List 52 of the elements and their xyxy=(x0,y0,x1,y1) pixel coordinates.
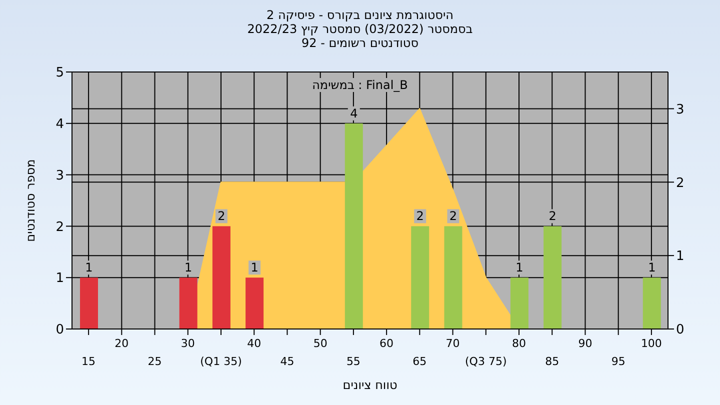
x-tick-label: 90 xyxy=(578,337,592,350)
data-label: 1 xyxy=(516,260,524,275)
data-label: 2 xyxy=(548,209,556,224)
x-tick-label: 65 xyxy=(412,355,427,368)
y-tick-label: 0 xyxy=(56,322,64,338)
x-tick-label: 45 xyxy=(280,355,294,368)
y-tick-label: 1 xyxy=(56,271,64,286)
x-tick-label: 60 xyxy=(380,337,394,350)
x-axis-title: טווח ציונים xyxy=(342,378,398,392)
y-tick-label: 4 xyxy=(56,117,64,132)
bar xyxy=(411,226,430,329)
x-tick-label: 85 xyxy=(545,355,560,368)
x-tick-label: 95 xyxy=(611,355,626,368)
annotation: Final_B : במשימה xyxy=(309,78,411,92)
x-tick-label: 15 xyxy=(82,355,96,368)
x-tick-label: 30 xyxy=(180,337,195,350)
data-label: 1 xyxy=(184,260,192,275)
x-tick-label: 100 xyxy=(640,337,662,350)
y-tick-label: 3 xyxy=(56,168,64,184)
bar xyxy=(444,226,462,329)
data-label: 1 xyxy=(648,260,656,275)
x-tick-label: 80 xyxy=(512,337,526,350)
y2-tick-label: 1 xyxy=(676,249,684,264)
bar xyxy=(642,278,661,329)
bar xyxy=(80,278,98,329)
data-label: 4 xyxy=(350,106,358,120)
bar xyxy=(212,226,230,329)
bar xyxy=(179,278,198,329)
y2-tick-label: 3 xyxy=(676,102,684,118)
x-tick-label: 20 xyxy=(114,337,129,350)
x-tick-label: 70 xyxy=(446,337,460,350)
x-tick-label: (Q3 75) xyxy=(465,355,507,368)
x-tick-label: 40 xyxy=(247,337,262,350)
data-label: 1 xyxy=(250,260,258,275)
x-tick-label: 50 xyxy=(313,337,328,350)
data-label: 2 xyxy=(449,209,458,224)
y-tick-label: 5 xyxy=(56,66,64,81)
data-label: 2 xyxy=(218,209,226,224)
bar xyxy=(344,123,363,329)
data-label: 2 xyxy=(416,209,424,224)
x-tick-label: 25 xyxy=(148,355,162,368)
x-tick-label: (Q1 35) xyxy=(200,355,242,368)
bar xyxy=(246,278,264,329)
x-tick-label: 55 xyxy=(346,355,360,368)
y-axis-title: מספר סטודנטים xyxy=(23,159,38,242)
y2-tick-label: 0 xyxy=(676,322,684,338)
data-label: 1 xyxy=(85,260,93,275)
bar xyxy=(510,278,528,329)
y-tick-label: 2 xyxy=(56,220,64,235)
chart-title: היסטוגרמת ציונים בקורס - פיסיקה 2 בסמסטר (03/2022) סמסטר קיץ 2022/23 סטודנטים רשומים - 92 xyxy=(246,8,474,50)
y2-tick-label: 2 xyxy=(676,176,684,191)
bar xyxy=(544,226,562,329)
